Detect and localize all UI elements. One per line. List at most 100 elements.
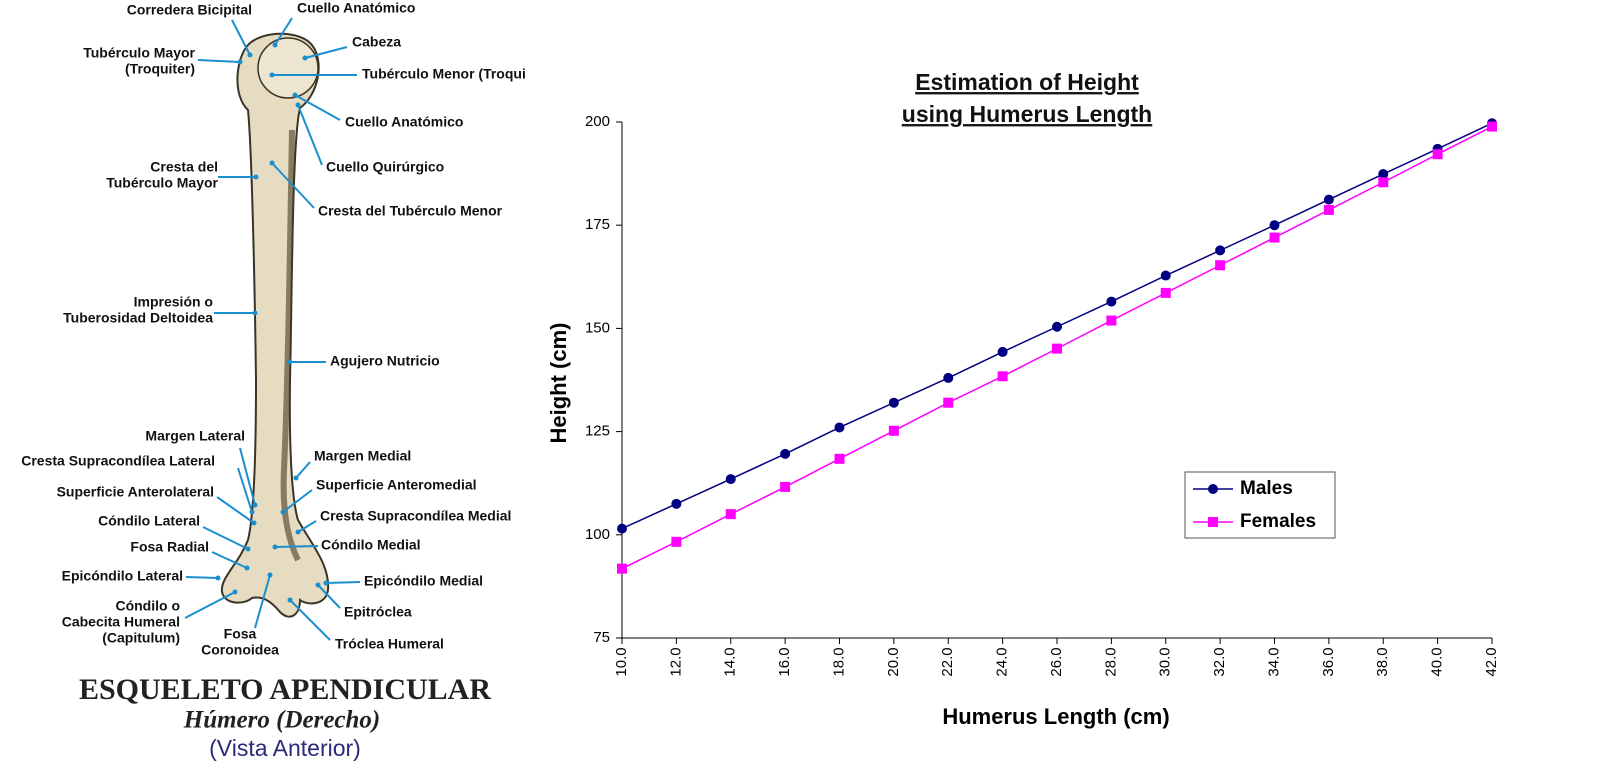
- data-point: [780, 448, 791, 459]
- leader-dot: [287, 359, 293, 365]
- leader-dot: [295, 529, 301, 535]
- data-point: [1432, 149, 1443, 160]
- leader-line: [274, 545, 319, 548]
- leader-dot: [249, 509, 255, 515]
- leader-dot: [292, 92, 298, 98]
- part-label: Cóndilo Lateral: [98, 513, 200, 529]
- part-label: Cuello Anatómico: [297, 0, 416, 16]
- leader-line: [317, 584, 341, 609]
- part-label: Tubérculo Mayor: [83, 45, 195, 61]
- part-label: Epitróclea: [344, 604, 412, 620]
- data-point: [1106, 296, 1117, 307]
- leader-line: [289, 599, 331, 641]
- leader-dot: [287, 597, 293, 603]
- part-label: Cresta del Tubérculo Menor: [318, 203, 503, 219]
- data-point: [1052, 321, 1062, 332]
- data-point: [834, 422, 845, 433]
- x-tick-label: 16.0: [776, 647, 793, 676]
- leader-line: [297, 520, 317, 533]
- part-label: Superficie Anterolateral: [57, 484, 214, 500]
- x-tick-label: 24.0: [994, 647, 1011, 676]
- leader-dot: [302, 55, 308, 61]
- x-tick-label: 30.0: [1157, 647, 1174, 676]
- leader-dot: [267, 572, 273, 578]
- part-label: (Troquiter): [125, 61, 195, 77]
- leader-line: [274, 17, 293, 46]
- x-tick-label: 38.0: [1374, 647, 1391, 676]
- y-tick-label: 175: [585, 216, 610, 233]
- part-label: Tubérculo Menor (Troqui: [362, 66, 526, 82]
- humerus-diagram: ESQUELETO APENDICULAR Húmero (Derecho) (…: [21, 0, 526, 761]
- data-point: [780, 481, 791, 492]
- leader-dot: [293, 475, 299, 481]
- x-tick-label: 34.0: [1265, 647, 1282, 676]
- bone-head: [257, 37, 319, 99]
- leader-dot: [252, 502, 258, 508]
- leader-dot: [244, 565, 250, 571]
- legend-label: Females: [1240, 511, 1316, 532]
- data-point: [997, 371, 1008, 382]
- part-label: Agujero Nutricio: [330, 353, 440, 369]
- data-point: [1106, 315, 1117, 326]
- leader-dot: [245, 546, 251, 552]
- data-point: [617, 563, 627, 574]
- x-axis-label: Humerus Length (cm): [942, 704, 1169, 729]
- chart: Estimation of Height using Humerus Length…: [546, 69, 1500, 729]
- diagram-title: ESQUELETO APENDICULAR: [79, 673, 491, 706]
- legend-label: Males: [1240, 478, 1293, 499]
- leader-dot: [232, 589, 238, 595]
- part-label: Tuberosidad Deltoidea: [63, 310, 213, 326]
- leader-dot: [215, 575, 221, 581]
- data-point: [1269, 220, 1280, 231]
- leader-line: [184, 591, 236, 619]
- diagram-caption: (Vista Anterior): [209, 735, 361, 761]
- leader-dot: [237, 59, 243, 65]
- part-label: Fosa Radial: [130, 539, 209, 555]
- legend-marker: [1208, 517, 1218, 527]
- part-label: Fosa: [224, 626, 257, 642]
- leader-line: [211, 551, 248, 569]
- part-label: Epicóndilo Medial: [364, 573, 483, 589]
- part-label: Margen Lateral: [145, 428, 245, 444]
- data-point: [888, 425, 899, 436]
- leader-line: [295, 461, 311, 479]
- leader-line: [216, 496, 255, 524]
- leader-line: [239, 447, 256, 506]
- part-label: Impresión o: [134, 294, 213, 310]
- data-point: [1160, 287, 1171, 298]
- x-tick-label: 40.0: [1429, 647, 1446, 676]
- part-label: Cóndilo Medial: [321, 537, 421, 553]
- y-tick-label: 125: [585, 423, 610, 440]
- data-point: [1269, 232, 1280, 243]
- leader-line: [325, 581, 361, 584]
- y-tick-label: 100: [585, 526, 610, 543]
- data-point: [943, 372, 954, 383]
- leader-line: [237, 467, 253, 513]
- y-tick-label: 150: [585, 319, 610, 336]
- diagram-subtitle: Húmero (Derecho): [183, 707, 381, 734]
- legend-marker: [1208, 484, 1218, 494]
- leader-dot: [315, 582, 321, 588]
- x-tick-label: 10.0: [613, 647, 630, 676]
- chart-title: using Humerus Length: [902, 101, 1152, 127]
- y-tick-label: 200: [585, 113, 610, 130]
- data-point: [1160, 270, 1171, 281]
- leader-dot: [269, 160, 275, 166]
- leader-line: [202, 526, 249, 550]
- part-label: Epicóndilo Lateral: [62, 568, 183, 584]
- leader-line: [231, 19, 251, 56]
- leader-dot: [272, 544, 278, 550]
- part-label: Cuello Anatómico: [345, 114, 464, 130]
- part-label: Cresta Supracondílea Medial: [320, 508, 511, 524]
- x-tick-label: 32.0: [1211, 647, 1228, 676]
- leader-line: [185, 576, 219, 579]
- part-label: Cresta Supracondílea Lateral: [21, 453, 215, 469]
- data-point: [1378, 177, 1389, 188]
- x-tick-label: 26.0: [1048, 647, 1065, 676]
- leader-line: [254, 574, 271, 629]
- part-label: Tróclea Humeral: [335, 636, 444, 652]
- part-label: Cuello Quirúrgico: [326, 159, 444, 175]
- part-label: Tubérculo Mayor: [106, 175, 218, 191]
- x-tick-label: 12.0: [667, 647, 684, 676]
